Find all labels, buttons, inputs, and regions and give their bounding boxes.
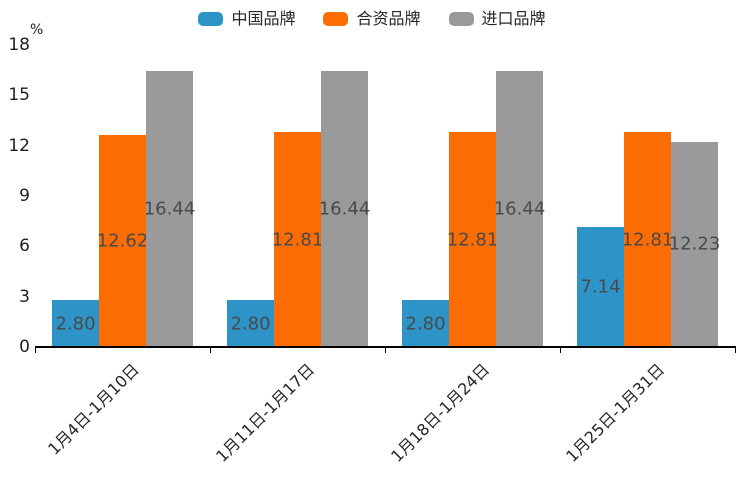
bar-value-label: 16.44 (493, 198, 546, 220)
bar-value-label: 12.81 (271, 229, 324, 251)
bar-value-label: 16.44 (143, 198, 196, 220)
legend-item-0[interactable]: 中国品牌 (198, 10, 295, 28)
y-tick-label: 15 (8, 85, 30, 106)
bar-进口品牌-0 (146, 71, 193, 347)
bar-value-label: 16.44 (318, 198, 371, 220)
legend-item-2[interactable]: 进口品牌 (448, 9, 546, 28)
bar-value-label: 12.62 (96, 230, 149, 252)
bar-进口品牌-2 (496, 71, 543, 347)
bar-中国品牌-2 (402, 300, 449, 347)
bar-合资品牌-3 (624, 132, 671, 347)
legend-label: 合资品牌 (356, 9, 421, 28)
bar-value-label: 12.23 (668, 233, 721, 255)
x-category-label-3: 1月25日-1月31日 (561, 359, 668, 466)
x-axis-tick (385, 348, 386, 353)
x-axis-tick (35, 348, 36, 353)
x-category-label-0: 1月4日-1月10日 (43, 359, 143, 459)
bar-value-label: 2.80 (405, 313, 446, 334)
bar-中国品牌-3 (577, 227, 624, 347)
legend-swatch-icon (323, 12, 349, 26)
bar-中国品牌-0 (52, 300, 99, 347)
bar-中国品牌-1 (227, 300, 274, 347)
bar-合资品牌-0 (99, 135, 146, 347)
legend-label: 进口品牌 (481, 9, 546, 28)
chart-legend: 中国品牌 合资品牌 进口品牌 (0, 10, 744, 28)
bar-进口品牌-3 (671, 141, 718, 347)
y-tick-label: 6 (19, 236, 30, 257)
x-axis-tick (210, 348, 211, 353)
x-axis-tick (560, 348, 561, 353)
y-axis-unit-label: % (30, 22, 44, 38)
legend-label: 中国品牌 (231, 9, 296, 28)
bar-value-label: 12.81 (621, 229, 674, 251)
bar-value-label: 12.81 (446, 229, 499, 251)
y-tick-label: 12 (8, 135, 30, 156)
x-category-label-2: 1月18日-1月24日 (386, 359, 493, 466)
legend-item-1[interactable]: 合资品牌 (323, 9, 421, 28)
legend-swatch-icon (198, 12, 224, 26)
bar-value-label: 2.80 (55, 313, 96, 334)
y-tick-label: 3 (19, 286, 30, 307)
y-tick-label: 9 (19, 186, 30, 206)
bar-合资品牌-1 (274, 132, 321, 347)
bar-value-label: 7.14 (580, 276, 621, 298)
legend-swatch-icon (448, 12, 474, 26)
bar-value-label: 2.80 (230, 313, 271, 334)
y-tick-label: 18 (8, 35, 30, 55)
x-axis-tick (735, 348, 736, 353)
x-axis-line (35, 346, 736, 348)
x-category-label-1: 1月11日-1月17日 (211, 359, 318, 466)
bar-进口品牌-1 (321, 71, 368, 347)
bar-合资品牌-2 (449, 132, 496, 347)
y-tick-label: 0 (19, 337, 30, 357)
